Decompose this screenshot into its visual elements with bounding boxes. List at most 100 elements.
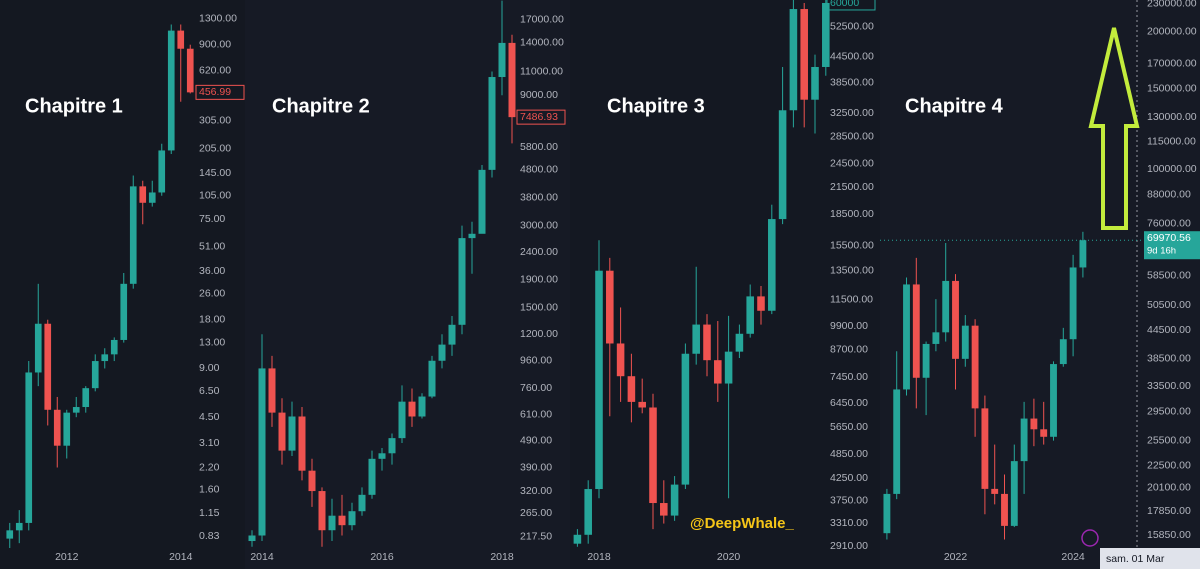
candle-body [15, 522, 23, 531]
candle-body [167, 30, 175, 151]
y-tick-label: 52500.00 [830, 21, 874, 33]
y-tick-label: 6.50 [199, 385, 220, 397]
candle-body [757, 296, 765, 311]
candle-body [789, 9, 798, 111]
y-tick-label: 170000.00 [1147, 58, 1197, 70]
y-tick-label: 150000.00 [1147, 83, 1197, 95]
panel-bg [880, 0, 1200, 569]
panel-bg [245, 0, 570, 569]
y-tick-label: 5650.00 [830, 421, 868, 433]
candle-body [573, 534, 582, 544]
candle-body [458, 238, 466, 325]
y-tick-label: 1.60 [199, 484, 220, 496]
y-tick-label: 33500.00 [1147, 380, 1191, 392]
x-tick-label: 2022 [944, 551, 968, 563]
candle-body [63, 412, 71, 446]
candle-body [288, 416, 296, 451]
x-tick-label: 2012 [55, 551, 79, 563]
candle-body [120, 283, 128, 340]
candle-body [670, 484, 679, 516]
candle-body [595, 270, 603, 490]
candle-body [318, 491, 326, 531]
y-tick-label: 28500.00 [830, 130, 874, 142]
y-tick-label: 15500.00 [830, 240, 874, 252]
y-tick-label: 3750.00 [830, 494, 868, 506]
candle-body [158, 150, 166, 193]
candle-body [268, 368, 276, 413]
y-tick-label: 610.00 [520, 408, 552, 420]
y-tick-label: 3800.00 [520, 191, 558, 203]
panel-bg [570, 0, 880, 569]
y-tick-label: 145.00 [199, 167, 231, 179]
candle-body [681, 353, 690, 485]
price-label-bg [1144, 231, 1200, 260]
y-tick-label: 4.50 [199, 411, 220, 423]
y-tick-label: 1200.00 [520, 328, 558, 340]
y-tick-label: 2.20 [199, 461, 220, 473]
y-tick-label: 620.00 [199, 65, 231, 77]
candle-body [660, 503, 668, 516]
candle-body [822, 2, 830, 67]
candle-body [952, 280, 959, 359]
y-tick-label: 17000.00 [520, 14, 564, 26]
y-tick-label: 0.83 [199, 530, 220, 542]
candle-body [692, 324, 700, 354]
candle-body [584, 489, 592, 535]
candle-body [338, 515, 346, 526]
y-tick-label: 3000.00 [520, 219, 558, 231]
y-tick-label: 13500.00 [830, 264, 874, 276]
candle-body [800, 9, 808, 100]
y-tick-label: 25500.00 [1147, 434, 1191, 446]
y-tick-label: 4850.00 [830, 448, 868, 460]
candle-body [328, 515, 336, 531]
y-tick-label: 960.00 [520, 355, 552, 367]
y-tick-label: 11000.00 [520, 65, 563, 77]
candle-body [308, 470, 316, 492]
y-tick-label: 22500.00 [1147, 459, 1191, 471]
y-tick-label: 38500.00 [1147, 353, 1191, 365]
y-tick-label: 75.00 [199, 213, 225, 225]
candle-body [258, 368, 266, 536]
candle-body [6, 530, 14, 539]
y-tick-label: 24500.00 [830, 158, 874, 170]
x-tick-label: 2016 [370, 551, 394, 563]
candle-body [388, 438, 396, 454]
candle-body [1059, 339, 1067, 365]
candle-body [110, 339, 118, 355]
x-tick-label: 2018 [587, 551, 611, 563]
candle-body [932, 332, 940, 344]
candle-body [91, 361, 99, 389]
y-tick-label: 7450.00 [830, 371, 868, 383]
candle-body [368, 458, 376, 495]
chart-title: Chapitre 1 [25, 95, 123, 117]
y-tick-label: 20100.00 [1147, 482, 1191, 494]
chart-title: Chapitre 2 [272, 95, 370, 117]
y-tick-label: 36.00 [199, 265, 225, 277]
y-tick-label: 205.00 [199, 142, 231, 154]
candle-body [1020, 418, 1028, 462]
candle-body [248, 535, 256, 542]
candle-body [408, 401, 416, 417]
y-tick-label: 105.00 [199, 190, 231, 202]
candle-body [1069, 267, 1077, 340]
candle-body [44, 323, 52, 410]
candle-body [649, 407, 657, 504]
y-tick-label: 1.15 [199, 507, 220, 519]
candle-body [508, 42, 516, 118]
candle-body [358, 494, 366, 512]
y-tick-label: 51.00 [199, 240, 225, 252]
candle-body [139, 186, 147, 203]
y-tick-label: 44500.00 [1147, 324, 1191, 336]
y-tick-label: 320.00 [520, 485, 552, 497]
y-tick-label: 390.00 [520, 461, 552, 473]
x-tick-label: 2018 [490, 551, 514, 563]
y-tick-label: 1900.00 [520, 274, 558, 286]
candle-body [378, 453, 386, 459]
candle-body [186, 48, 194, 93]
candle-body [903, 284, 910, 390]
y-tick-label: 3310.00 [830, 517, 868, 529]
y-tick-label: 6450.00 [830, 397, 868, 409]
y-tick-label: 18.00 [199, 314, 225, 326]
y-tick-label: 900.00 [199, 38, 231, 50]
candle-body [438, 344, 446, 361]
